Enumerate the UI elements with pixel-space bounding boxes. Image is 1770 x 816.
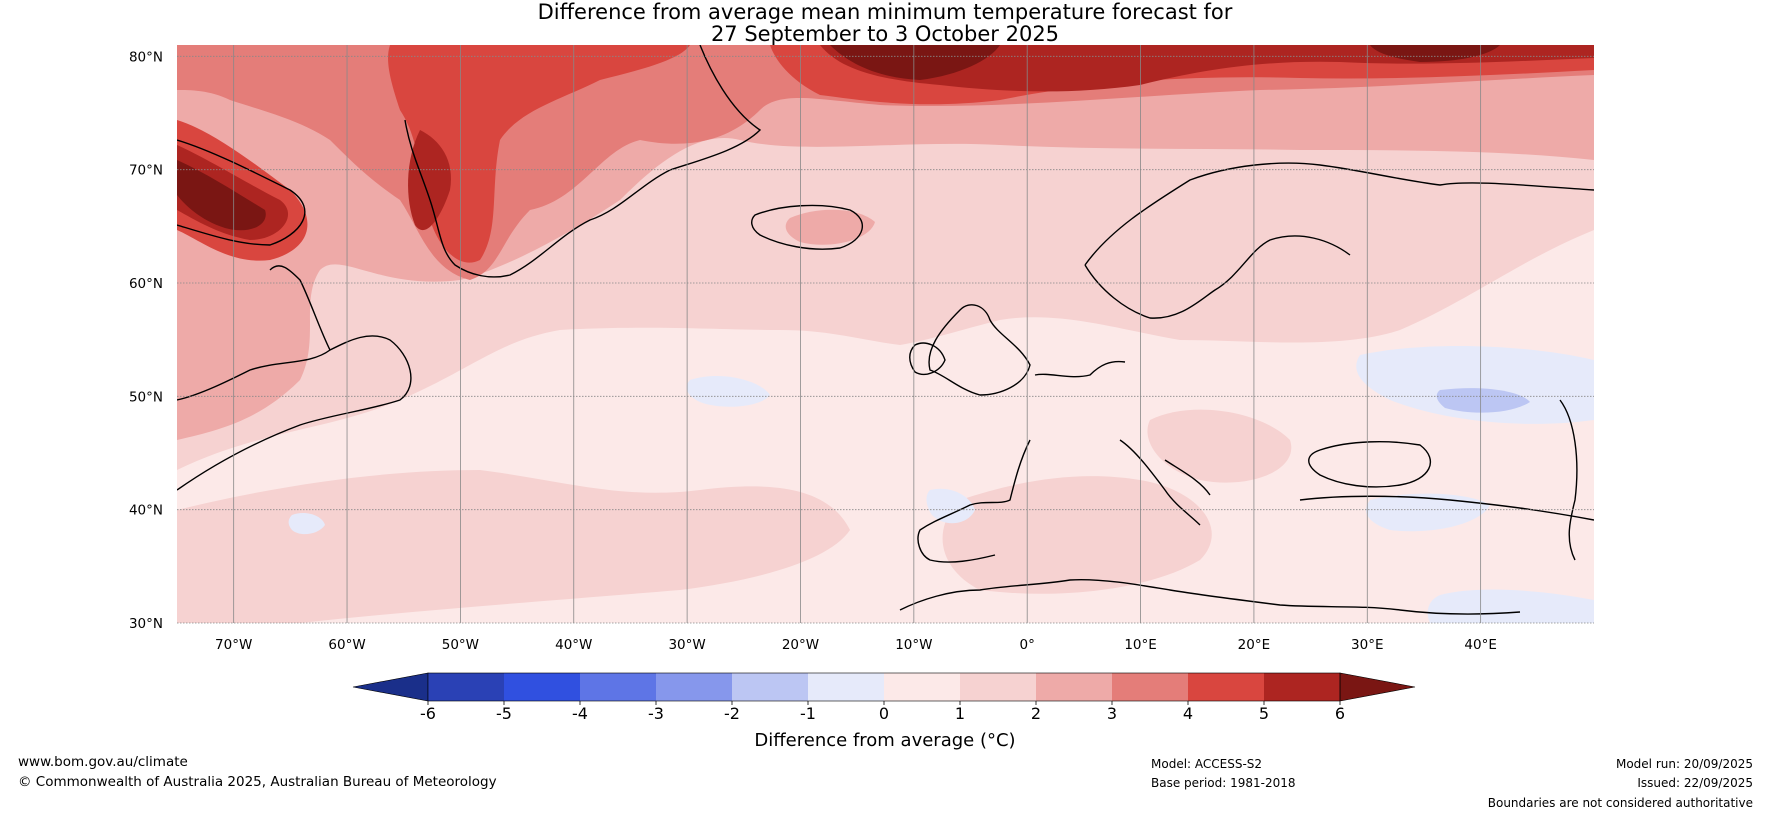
anomaly-region-0-minus1-iberia [926,488,975,524]
copyright-text: © Commonwealth of Australia 2025, Austra… [18,774,497,790]
anomaly-region-0-minus1-turkey [1366,493,1490,532]
coastlines [177,45,1594,615]
anomaly-region-0-minus1-atlantic [686,375,770,407]
lon-tick-label: 50°W [442,637,479,653]
colorbar-bin [732,673,808,701]
colorbar-tick-label: 5 [1259,704,1269,723]
coast-ireland [909,342,946,376]
colorbar-extension-high [1339,672,1416,702]
coast-north-africa [899,578,1521,615]
coast-norway-south [1084,235,1351,319]
base-period: Base period: 1981-2018 [1151,776,1296,790]
anomaly-region-1-2-med [942,476,1212,594]
colorbar-tick-label: 6 [1335,704,1345,723]
lon-tick-label: 10°E [1124,637,1156,653]
anomaly-region-3-4-iceland [785,209,875,245]
lat-tick-label: 50°N [129,389,163,405]
coast-black-sea [1308,441,1432,488]
coast-baffin [177,139,306,246]
coast-turkey [1299,495,1594,521]
colorbar-bin [580,673,656,701]
colorbar-tick-label: 1 [955,704,965,723]
anomaly-region-above-6-svalbard [1370,45,1500,62]
coast-labrador [177,335,412,491]
anomaly-region-1-2-balkans [1147,409,1292,483]
issued-date: Issued: 22/09/2025 [1637,776,1753,790]
anomaly-region-0-minus1-east [1356,345,1594,424]
model-name: Model: ACCESS-S2 [1151,757,1263,771]
coast-italy [1119,439,1211,526]
graticule [177,45,1594,624]
anomaly-region-1-2-south [177,470,850,623]
lon-tick-label: 70°W [215,637,252,653]
colorbar-bin [504,673,580,701]
chart-title-line1: Difference from average mean minimum tem… [537,0,1233,24]
lon-tick-label: 0° [1020,637,1035,653]
colorbar-label: Difference from average (°C) [754,730,1016,751]
lon-tick-label: 40°E [1464,637,1496,653]
colorbar-tick-label: 4 [1183,704,1193,723]
colorbar-tick-label: -3 [648,704,664,723]
colorbar-bin [884,673,960,701]
colorbar-tick-label: 0 [879,704,889,723]
colorbar-tick-label: -4 [572,704,588,723]
lat-tick-label: 60°N [129,276,163,292]
lon-tick-label: 20°E [1238,637,1270,653]
coast-labrador-north [269,265,331,351]
coast-greenland-south [404,45,762,278]
lon-tick-label: 20°W [782,637,819,653]
lon-tick-label: 60°W [328,637,365,653]
colorbar-tick-label: 3 [1107,704,1117,723]
colorbar-bin [428,673,504,701]
colorbar-bin [1188,673,1264,701]
lon-tick-label: 30°W [668,637,705,653]
anomaly-region-above-6 [177,160,266,231]
lon-tick-label: 30°E [1351,637,1383,653]
colorbar-extension-low [352,672,429,702]
lat-tick-label: 40°N [129,503,163,519]
chart-title-line2: 27 September to 3 October 2025 [710,22,1060,46]
colorbar-tick-label: -2 [724,704,740,723]
colorbar-bin [1112,673,1188,701]
latitude-labels: 80°N 70°N 60°N 50°N 40°N 30°N [129,49,163,632]
coast-scandinavia [1084,162,1594,266]
anomaly-region-minus1-minus2-east [1436,388,1530,413]
coast-iceland [751,204,863,250]
lon-tick-label: 10°W [895,637,932,653]
coast-caspian [1559,399,1578,561]
colorbar-ticks: -6 -5 -4 -3 -2 -1 0 1 2 3 4 5 6 [420,701,1345,723]
colorbar-bin [960,673,1036,701]
longitude-labels: 70°W 60°W 50°W 40°W 30°W 20°W 10°W 0° 10°E 20°E 30… [215,637,1497,653]
lat-tick-label: 30°N [129,616,163,632]
colorbar-bin [1036,673,1112,701]
anomaly-region-4-5 [388,45,690,263]
anomaly-region-5-6-greenland [408,130,451,231]
coast-europe-west [917,360,1126,563]
website-link[interactable]: www.bom.gov.au/climate [18,754,188,770]
anomaly-region-above-6-arctic [830,45,1000,80]
lat-tick-label: 80°N [129,49,163,65]
colorbar-bin [1264,673,1340,701]
colorbar-tick-label: -1 [800,704,816,723]
model-run-date: Model run: 20/09/2025 [1615,757,1753,771]
colorbar-tick-label: 2 [1031,704,1041,723]
lon-tick-label: 40°W [555,637,592,653]
colorbar-bin [808,673,884,701]
anomaly-region-0-minus1-west [288,513,325,535]
coast-uk [928,304,1031,396]
boundaries-disclaimer: Boundaries are not considered authoritat… [1487,796,1753,810]
colorbar [352,672,1416,702]
colorbar-bin [656,673,732,701]
anomaly-field [177,45,1594,623]
colorbar-tick-label: -6 [420,704,436,723]
colorbar-tick-label: -5 [496,704,512,723]
lat-tick-label: 70°N [129,163,163,179]
